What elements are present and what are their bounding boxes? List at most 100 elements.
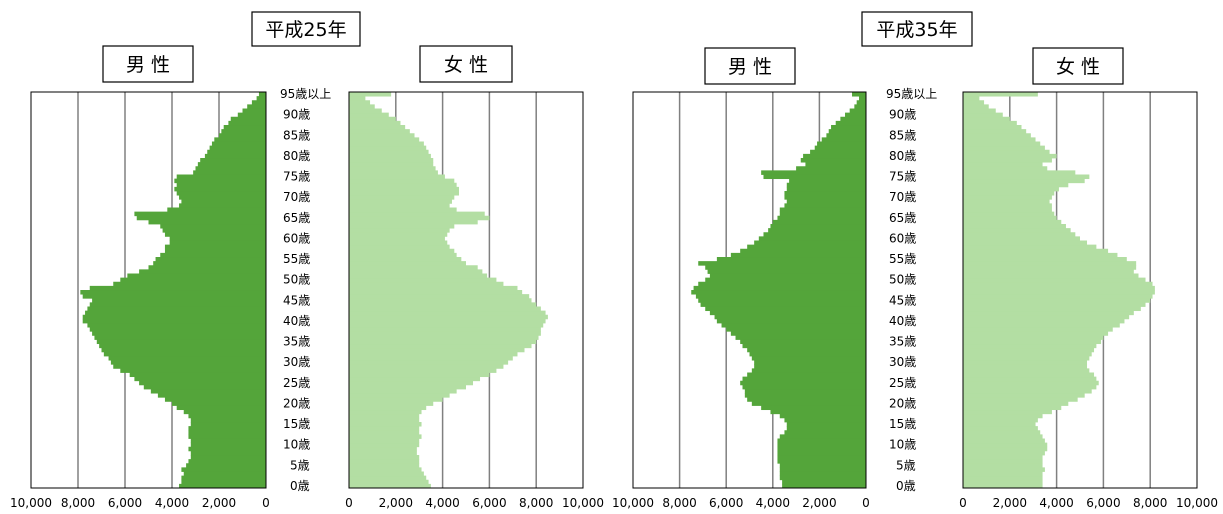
male-bar [810,150,866,155]
female-bar [349,162,433,167]
female-bar [963,199,1050,204]
age-label: 5歳 [290,458,310,472]
female-bar [963,224,1066,229]
male-bar [188,434,266,439]
female-bar [963,434,1043,439]
male-bar [160,253,266,258]
male-bar [752,401,866,406]
age-label: 85歳 [889,128,916,142]
male-bar [111,360,266,365]
male-bar [715,315,866,320]
male-bar [231,117,266,122]
age-label: 30歳 [283,355,310,369]
age-label: 65歳 [283,211,310,225]
female-bar [349,257,461,262]
male-bar [188,430,266,435]
male-bar [188,426,266,431]
male-bar [181,476,266,481]
female-bar [349,414,419,419]
female-bar [349,298,532,303]
female-bar [349,476,426,481]
male-bar [857,100,866,105]
chart-title: 平成25年 [265,19,346,41]
male-bar [90,327,266,332]
male-bar [179,195,266,200]
pyramid-chart-2: 0歳5歳10歳15歳20歳25歳30歳35歳40歳45歳50歳55歳60歳65歳… [612,12,1218,510]
male-bar [780,434,866,439]
male-bar [754,364,866,369]
female-bar [963,476,1043,481]
female-bar [349,92,391,97]
female-x-tick-label: 10,000 [1176,496,1218,510]
male-bar [149,220,267,225]
female-bar [349,241,447,246]
female-x-tick-label: 6,000 [472,496,506,510]
male-bar [205,154,266,159]
female-bar [963,385,1096,390]
female-bar [349,269,482,274]
female-bar [963,348,1094,353]
female-bar [963,282,1153,287]
age-label: 15歳 [283,417,310,431]
female-bar [349,401,433,406]
male-x-tick-label: 2,000 [802,496,836,510]
male-bar [770,410,866,415]
male-bar [151,389,266,394]
male-bar [782,480,866,485]
female-bar [349,236,445,241]
male-bar [768,228,866,233]
male-series-label: 男 性 [728,56,772,78]
age-label: 10歳 [889,438,916,452]
male-bar [181,199,266,204]
female-bar [963,96,979,101]
male-bar [144,385,266,390]
female-bar [963,356,1089,361]
female-bar [963,212,1054,217]
pyramid-chart-1: 0歳 5歳 10歳 15歳 20歳 25歳 30歳 35歳 40歳 45歳 50歳 55歳 60歳 65歳… [10,12,604,510]
male-bar [740,340,866,345]
male-bar [784,203,866,208]
female-bar [349,109,382,114]
male-bar [191,455,266,460]
female-bar [963,257,1127,262]
male-bar [257,96,266,101]
male-bar [763,175,866,180]
female-bar [349,393,450,398]
male-bar [191,443,266,448]
male-bar [181,480,266,485]
female-bar [963,311,1134,316]
male-bar [773,220,866,225]
female-bar [963,368,1089,373]
male-bar [745,393,866,398]
female-bar [349,195,454,200]
female-bar [963,113,1003,118]
female-x-tick-label: 8,000 [519,496,553,510]
age-label: 30歳 [889,355,916,369]
male-bar [120,368,266,373]
female-bar [349,348,525,353]
male-bar [710,311,866,316]
female-bar [963,175,1089,180]
age-label: 5歳 [896,458,916,472]
male-bar [224,125,266,130]
age-label: 50歳 [283,273,310,287]
male-bar [80,290,266,295]
age-label: 15歳 [889,417,916,431]
male-bar [784,430,866,435]
female-bar [963,100,984,105]
female-bar [963,340,1101,345]
female-bar [349,212,485,217]
male-bar [163,228,266,233]
female-bar [349,447,417,452]
male-bar [796,166,866,171]
male-bar [134,212,266,217]
female-bar [349,286,517,291]
male-bar [184,410,266,415]
age-label: 80歳 [283,149,310,163]
female-bar [963,195,1052,200]
female-bar [963,302,1146,307]
female-bar [963,467,1045,472]
male-bar [740,381,866,386]
male-bar [160,224,266,229]
